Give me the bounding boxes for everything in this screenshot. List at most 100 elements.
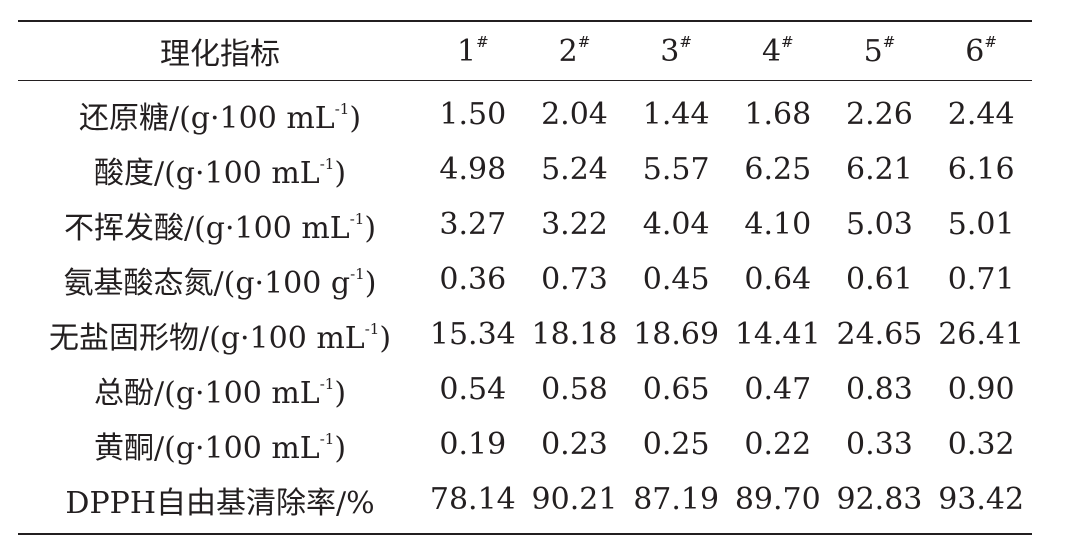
table-cell: 18.18 — [531, 317, 618, 352]
table-cell: 5.03 — [846, 207, 913, 242]
unit-exponent: -1 — [350, 264, 365, 283]
sample-number: 2 — [558, 34, 578, 69]
unit-exponent: -1 — [319, 154, 335, 173]
table-cell: 0.65 — [642, 372, 710, 407]
table-cell: 0.58 — [541, 372, 608, 407]
unit-exponent: -1 — [334, 99, 350, 118]
table-cell: 2.44 — [947, 97, 1015, 132]
table-body: 还原糖/(g·100 mL-1) 1.50 2.04 1.44 1.68 2.2… — [18, 81, 1032, 534]
table-cell: 2.26 — [846, 97, 913, 132]
table-header-row: 理化指标 1# 2# 3# 4# 5# 6# — [18, 21, 1032, 81]
indicator-name: 总酚/(g·100 mL-1) — [18, 362, 422, 417]
table-cell: 6.25 — [744, 152, 812, 187]
indicator-label: 黄酮/(g·100 mL — [93, 430, 320, 466]
sample-mark: # — [984, 33, 997, 51]
unit-close: ) — [364, 265, 377, 301]
table-cell: 0.33 — [846, 427, 913, 462]
indicator-label: 总酚/(g·100 mL — [93, 375, 320, 411]
table-cell: 0.71 — [947, 262, 1015, 297]
table-cell: 15.34 — [429, 317, 516, 352]
table-cell: 0.64 — [744, 262, 812, 297]
table-row: DPPH自由基清除率/% 78.14 90.21 87.19 89.70 92.… — [18, 472, 1032, 534]
sample-number: 5 — [863, 34, 883, 69]
unit-close: ) — [364, 210, 377, 246]
table-cell: 26.41 — [938, 317, 1025, 352]
table-cell: 0.22 — [744, 427, 812, 462]
unit-exponent: -1 — [319, 429, 335, 448]
sample-mark: # — [781, 33, 794, 51]
data-table-container: 理化指标 1# 2# 3# 4# 5# 6# 还原糖/(g·100 mL-1) … — [18, 20, 1032, 535]
header-sample-5: 5# — [829, 21, 931, 81]
table-cell: 87.19 — [633, 482, 720, 517]
indicator-label: 无盐固形物/(g·100 mL — [48, 320, 365, 356]
table-row: 无盐固形物/(g·100 mL-1) 15.34 18.18 18.69 14.… — [18, 307, 1032, 362]
table-row: 总酚/(g·100 mL-1) 0.54 0.58 0.65 0.47 0.83… — [18, 362, 1032, 417]
table-row: 黄酮/(g·100 mL-1) 0.19 0.23 0.25 0.22 0.33… — [18, 417, 1032, 472]
table-row: 氨基酸态氮/(g·100 g-1) 0.36 0.73 0.45 0.64 0.… — [18, 252, 1032, 307]
table-cell: 0.47 — [744, 372, 812, 407]
table-cell: 4.98 — [439, 152, 507, 187]
indicator-name: 氨基酸态氮/(g·100 g-1) — [18, 252, 422, 307]
sample-mark: # — [577, 33, 591, 51]
sample-number: 3 — [660, 34, 680, 69]
table-cell: 0.73 — [541, 262, 608, 297]
indicator-name: 无盐固形物/(g·100 mL-1) — [18, 307, 422, 362]
table-cell: 1.50 — [439, 97, 507, 132]
sample-mark: # — [882, 33, 896, 51]
unit-close: ) — [334, 430, 347, 466]
sample-mark: # — [476, 33, 489, 51]
table-row: 不挥发酸/(g·100 mL-1) 3.27 3.22 4.04 4.10 5.… — [18, 197, 1032, 252]
table-cell: 0.54 — [439, 372, 507, 407]
table-cell: 90.21 — [531, 482, 618, 517]
indicator-label: 不挥发酸/(g·100 mL — [63, 210, 350, 246]
table-cell: 14.41 — [734, 317, 821, 352]
table-cell: 2.04 — [541, 97, 608, 132]
indicator-name: 黄酮/(g·100 mL-1) — [18, 417, 422, 472]
indicator-label: 酸度/(g·100 mL — [93, 155, 320, 191]
table-cell: 1.44 — [642, 97, 710, 132]
table-cell: 3.22 — [541, 207, 608, 242]
physicochemical-indicators-table: 理化指标 1# 2# 3# 4# 5# 6# 还原糖/(g·100 mL-1) … — [18, 20, 1032, 535]
table-cell: 0.25 — [642, 427, 710, 462]
sample-mark: # — [679, 33, 692, 51]
table-cell: 89.70 — [734, 482, 821, 517]
unit-exponent: -1 — [319, 374, 335, 393]
header-sample-1: 1# — [422, 21, 524, 81]
table-cell: 4.04 — [642, 207, 710, 242]
header-sample-4: 4# — [727, 21, 829, 81]
header-sample-2: 2# — [524, 21, 626, 81]
table-cell: 18.69 — [633, 317, 720, 352]
table-cell: 0.83 — [846, 372, 913, 407]
table-cell: 93.42 — [938, 482, 1025, 517]
indicator-label: 还原糖/(g·100 mL — [78, 100, 335, 136]
table-cell: 6.16 — [947, 152, 1015, 187]
table-cell: 5.57 — [642, 152, 710, 187]
table-cell: 24.65 — [836, 317, 923, 352]
indicator-name: DPPH自由基清除率/% — [18, 472, 422, 534]
table-cell: 0.23 — [541, 427, 608, 462]
table-cell: 92.83 — [836, 482, 923, 517]
indicator-label: DPPH自由基清除率/% — [65, 485, 375, 521]
unit-close: ) — [379, 320, 392, 356]
table-cell: 3.27 — [439, 207, 507, 242]
indicator-name: 还原糖/(g·100 mL-1) — [18, 81, 422, 143]
indicator-label: 氨基酸态氮/(g·100 g — [63, 265, 351, 301]
sample-number: 6 — [965, 34, 985, 69]
table-row: 酸度/(g·100 mL-1) 4.98 5.24 5.57 6.25 6.21… — [18, 142, 1032, 197]
table-cell: 0.36 — [439, 262, 507, 297]
sample-number: 4 — [761, 34, 782, 69]
table-cell: 1.68 — [744, 97, 812, 132]
table-cell: 0.90 — [947, 372, 1015, 407]
table-row: 还原糖/(g·100 mL-1) 1.50 2.04 1.44 1.68 2.2… — [18, 81, 1032, 143]
indicator-name: 不挥发酸/(g·100 mL-1) — [18, 197, 422, 252]
table-cell: 78.14 — [429, 482, 516, 517]
sample-number: 1 — [456, 34, 477, 69]
unit-close: ) — [334, 155, 347, 191]
unit-exponent: -1 — [364, 319, 380, 338]
indicator-name: 酸度/(g·100 mL-1) — [18, 142, 422, 197]
table-cell: 0.32 — [947, 427, 1015, 462]
table-cell: 5.24 — [541, 152, 608, 187]
table-cell: 5.01 — [947, 207, 1015, 242]
table-cell: 0.45 — [642, 262, 710, 297]
table-cell: 4.10 — [744, 207, 812, 242]
